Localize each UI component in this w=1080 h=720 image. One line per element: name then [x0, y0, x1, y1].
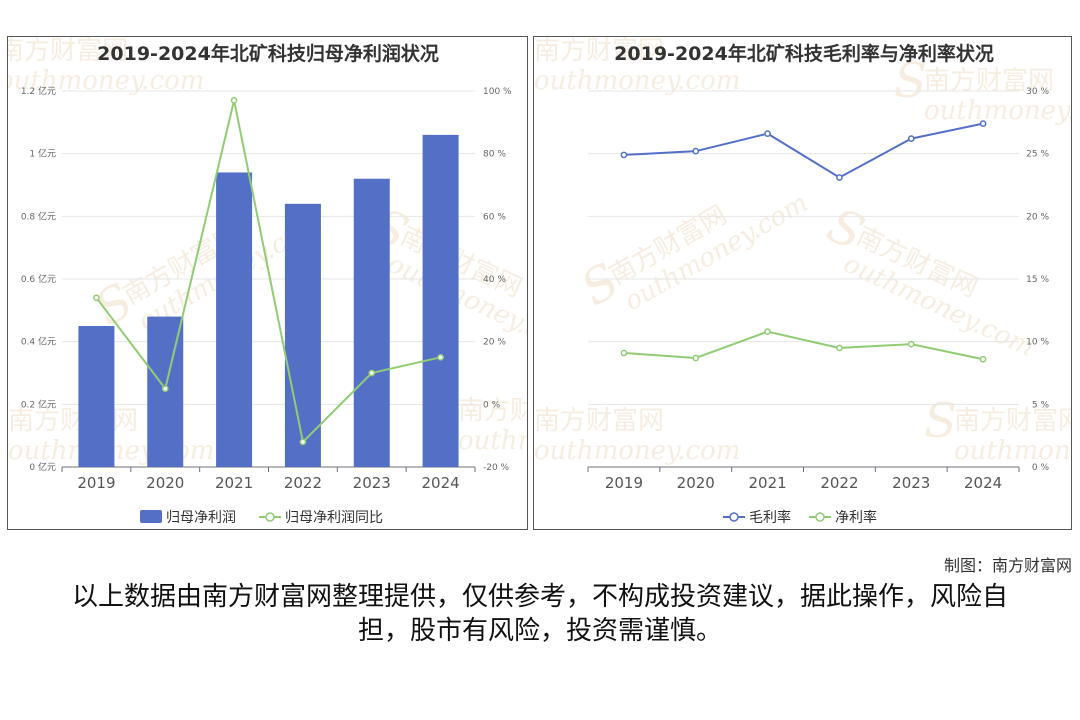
- y-left-tick-label: 0 亿元: [29, 461, 56, 473]
- gross-margin-point: [620, 151, 628, 159]
- gross-margin-point: [692, 147, 700, 155]
- watermark-en: outhmoney.com: [924, 96, 1072, 126]
- y-left-tick-label: 0.8 亿元: [21, 210, 56, 222]
- disclaimer-text: 以上数据由南方财富网整理提供，仅供参考，不构成投资建议，据此操作，风险自担，股市…: [71, 582, 1008, 646]
- watermark-cn: 南方财富网: [458, 396, 528, 426]
- gross-margin-point: [979, 120, 987, 127]
- legend-net-marker: [815, 512, 825, 522]
- watermark-s: S: [534, 37, 537, 79]
- y-right-tick-label: 30 %: [1026, 87, 1049, 97]
- y-left-tick-label: 0.2 亿元: [21, 398, 56, 410]
- bar: [353, 178, 390, 467]
- watermark-en: outhmoney.com: [534, 436, 740, 466]
- y-left-tick-label: 1 亿元: [29, 148, 56, 160]
- bar: [284, 203, 321, 468]
- y-right-tick-label: -20 %: [483, 463, 510, 473]
- legend-bar-label: 归母净利润: [166, 509, 236, 526]
- legend-gross-marker: [729, 512, 739, 522]
- watermark-en: outhmoney.com: [458, 426, 528, 456]
- chart-title: 2019-2024年北矿科技归母净利润状况: [97, 42, 439, 65]
- x-tick-label: 2020: [677, 474, 715, 492]
- y-right-tick-label: 20 %: [1026, 212, 1049, 222]
- gross-margin-point: [907, 135, 915, 142]
- y-right-tick-label: 40 %: [483, 275, 506, 285]
- watermark-cn: 南方财富网: [954, 406, 1072, 436]
- legend-line-marker: [265, 512, 275, 522]
- margin-chart: S南方财富网outhmoney.comS南方财富网outhmoney.comS南…: [533, 36, 1072, 530]
- y-right-tick-label: 0 %: [483, 400, 501, 410]
- watermark-cn: 南方财富网: [8, 37, 128, 66]
- yoy-point: [161, 385, 169, 393]
- y-left-tick-label: 1.2 亿元: [21, 85, 56, 97]
- y-right-tick-label: 100 %: [483, 87, 512, 97]
- y-right-tick-label: 0 %: [1032, 463, 1050, 473]
- watermark-s: S: [894, 53, 927, 109]
- legend-gross-label: 毛利率: [749, 509, 791, 526]
- y-right-tick-label: 15 %: [1026, 275, 1049, 285]
- x-tick-label: 2022: [820, 474, 858, 492]
- x-tick-label: 2019: [77, 474, 115, 492]
- gross-margin-line: [623, 122, 984, 179]
- y-left-tick-label: 0.4 亿元: [21, 336, 56, 348]
- x-tick-label: 2021: [215, 474, 253, 492]
- y-right-tick-label: 5 %: [1032, 400, 1050, 410]
- x-tick-label: 2021: [748, 474, 786, 492]
- watermark-cn: 南方财富网: [534, 37, 664, 66]
- y-left-tick-label: 0.6 亿元: [21, 273, 56, 285]
- gross-margin-point: [836, 174, 843, 181]
- x-tick-label: 2020: [146, 474, 184, 492]
- x-tick-label: 2023: [892, 474, 930, 492]
- x-tick-label: 2022: [284, 474, 322, 492]
- x-tick-label: 2024: [421, 474, 459, 492]
- chart-title: 2019-2024年北矿科技毛利率与净利率状况: [614, 42, 994, 65]
- watermark-s: S: [534, 393, 537, 449]
- bar: [422, 134, 459, 467]
- net-margin-point: [979, 355, 987, 363]
- net-margin-point: [620, 349, 628, 357]
- net-margin-point: [764, 328, 771, 335]
- yoy-point: [368, 369, 376, 377]
- bar: [78, 326, 115, 467]
- y-right-tick-label: 20 %: [483, 338, 506, 348]
- legend-bar-swatch: [140, 510, 162, 523]
- y-right-tick-label: 60 %: [483, 212, 506, 222]
- yoy-line: [95, 100, 441, 444]
- gross-margin-point: [764, 130, 771, 137]
- net-profit-chart: S南方财富网outhmoney.comS南方财富网outhmoney.comS南…: [7, 36, 528, 530]
- net-margin-point: [907, 340, 915, 348]
- x-tick-label: 2019: [605, 474, 643, 492]
- chart-credit: 制图：南方财富网: [943, 556, 1072, 575]
- watermark-en: outhmoney.com: [954, 436, 1072, 466]
- x-tick-label: 2024: [964, 474, 1002, 492]
- bar: [216, 172, 253, 467]
- net-margin-line: [623, 330, 984, 361]
- watermark-s: S: [924, 393, 957, 449]
- y-right-tick-label: 80 %: [483, 150, 506, 160]
- watermark-cn: 南方财富网: [8, 406, 138, 436]
- legend-line-label: 归母净利润同比: [285, 509, 383, 526]
- net-margin-point: [836, 344, 843, 352]
- net-profit-chart-svg: S南方财富网outhmoney.comS南方财富网outhmoney.comS南…: [8, 37, 528, 526]
- y-right-tick-label: 25 %: [1026, 150, 1049, 160]
- x-tick-label: 2023: [353, 474, 391, 492]
- watermark-s: S: [8, 393, 11, 449]
- yoy-point: [437, 353, 444, 361]
- net-margin-point: [692, 354, 700, 362]
- yoy-point: [299, 438, 307, 446]
- legend-net-label: 净利率: [835, 509, 877, 526]
- yoy-point: [230, 97, 238, 104]
- y-right-tick-label: 10 %: [1026, 338, 1049, 348]
- yoy-point: [93, 294, 100, 302]
- margin-chart-svg: S南方财富网outhmoney.comS南方财富网outhmoney.comS南…: [534, 37, 1072, 526]
- watermark-cn: 南方财富网: [534, 406, 664, 436]
